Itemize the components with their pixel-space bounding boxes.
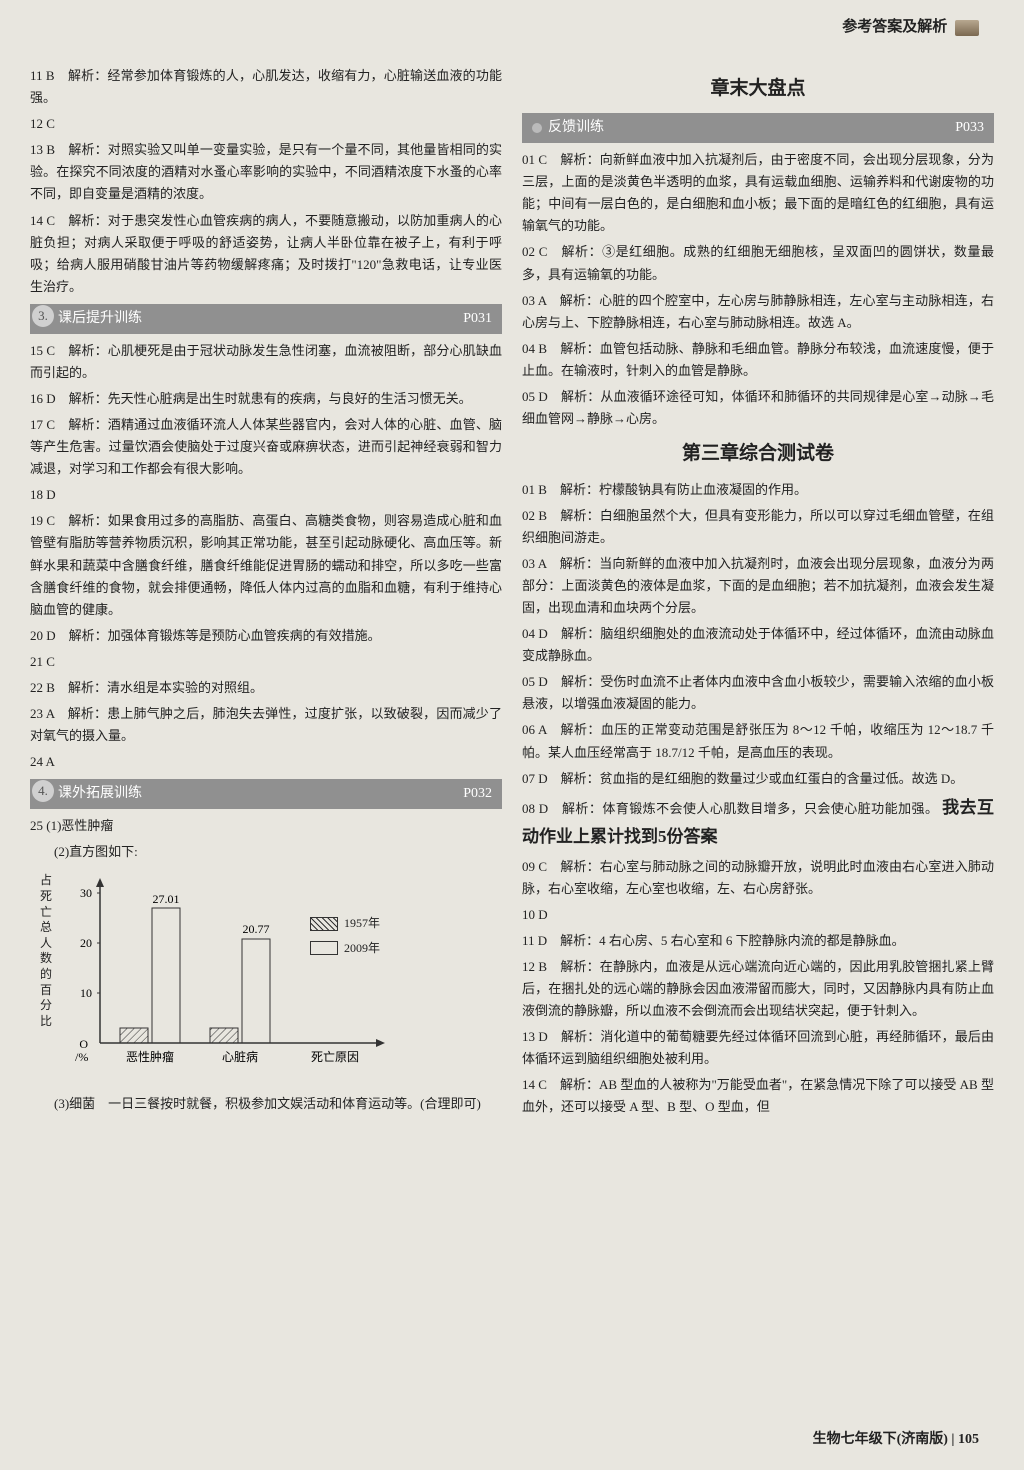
section-banner-4: 4. 课外拓展训练 P032	[30, 779, 502, 809]
book-icon	[955, 20, 979, 36]
answer-item: 01 C 解析：向新鲜血液中加入抗凝剂后，由于密度不同，会出现分层现象，分为三层…	[522, 149, 994, 237]
answer-item: 02 C 解析：③是红细胞。成熟的红细胞无细胞核，呈双面凹的圆饼状，数量最多，具…	[522, 241, 994, 285]
test-title: 第三章综合测试卷	[522, 438, 994, 470]
chart-svg: O 10 20 30 27.01 20.77	[70, 873, 410, 1083]
answer-item: 03 A 解析：当向新鲜的血液中加入抗凝剂时，血液会出现分层现象，血液分为两部分…	[522, 553, 994, 619]
section-page: P031	[463, 307, 492, 331]
answer-item: 08 D 解析：体育锻炼不会使人心肌数目增多，只会使心脏功能加强。 我去互动作业…	[522, 794, 994, 852]
svg-text:10: 10	[80, 986, 92, 1000]
header-title: 参考答案及解析	[842, 19, 947, 35]
answer-item: 13 B 解析：对照实验又叫单一变量实验，是只有一个量不同，其他量皆相同的实验。…	[30, 139, 502, 205]
answer-item: 23 A 解析：患上肺气肿之后，肺泡失去弹性，过度扩张，以致破裂，因而减少了对氧…	[30, 703, 502, 747]
answer-item: 18 D	[30, 484, 502, 506]
svg-text:27.01: 27.01	[153, 892, 180, 906]
answer-item: 17 C 解析：酒精通过血液循环流人人体某些器官内，会对人体的心脏、血管、脑等产…	[30, 414, 502, 480]
page-footer: 生物七年级下(济南版) | 105	[813, 1428, 979, 1452]
svg-text:心脏病: 心脏病	[222, 1049, 258, 1064]
answer-item: 03 A 解析：心脏的四个腔室中，左心房与肺静脉相连，左心室与主动脉相连，右心房…	[522, 290, 994, 334]
answer-sub: (2)直方图如下:	[30, 841, 502, 863]
right-column: 章末大盘点 反馈训练 P033 01 C 解析：向新鲜血液中加入抗凝剂后，由于密…	[522, 65, 994, 1123]
feedback-banner: 反馈训练 P033	[522, 113, 994, 143]
answer-item: 13 D 解析：消化道中的葡萄糖要先经过体循环回流到心脏，再经肺循环，最后由体循…	[522, 1026, 994, 1070]
bar-chart: 占死亡总人数的百分比 O 10 20 30	[60, 873, 420, 1083]
answer-item: 04 D 解析：脑组织细胞处的血液流动处于体循环中，经过体循环，血流由动脉血变成…	[522, 623, 994, 667]
legend-item: 1957年	[310, 913, 380, 933]
svg-text:30: 30	[80, 886, 92, 900]
answer-item: 02 B 解析：白细胞虽然个大，但具有变形能力，所以可以穿过毛细血管壁，在组织细…	[522, 505, 994, 549]
answer-item: 11 B 解析：经常参加体育锻炼的人，心肌发达，收缩有力，心脏输送血液的功能强。	[30, 65, 502, 109]
answer-item: 22 B 解析：清水组是本实验的对照组。	[30, 677, 502, 699]
answer-item: 15 C 解析：心肌梗死是由于冠状动脉发生急性闭塞，血流被阻断，部分心肌缺血而引…	[30, 340, 502, 384]
answer-item: 05 D 解析：受伤时血流不止者体内血液中含血小板较少，需要输入浓缩的血小板悬液…	[522, 671, 994, 715]
legend-item: 2009年	[310, 938, 380, 958]
svg-text:O: O	[79, 1037, 88, 1051]
dot-icon	[532, 123, 542, 133]
section-banner-3: 3. 课后提升训练 P031	[30, 304, 502, 334]
section-page: P032	[463, 782, 492, 806]
legend-swatch-hatch	[310, 917, 338, 931]
answer-item: 09 C 解析：右心室与肺动脉之间的动脉瓣开放，说明此时血液由右心室进入肺动脉，…	[522, 856, 994, 900]
answer-item: 01 B 解析：柠檬酸钠具有防止血液凝固的作用。	[522, 479, 994, 501]
section-title: 课外拓展训练	[58, 782, 142, 806]
answer-item: 11 D 解析：4 右心房、5 右心室和 6 下腔静脉内流的都是静脉血。	[522, 930, 994, 952]
answer-item: 14 C 解析：对于患突发性心血管疾病的病人，不要随意搬动，以防加重病人的心脏负…	[30, 210, 502, 298]
svg-text:20.77: 20.77	[243, 922, 270, 936]
svg-text:恶性肿瘤: 恶性肿瘤	[126, 1049, 174, 1064]
answer-item: 12 C	[30, 113, 502, 135]
answer-item: 21 C	[30, 651, 502, 673]
section-number: 4.	[32, 780, 54, 802]
svg-text:死亡原因: 死亡原因	[311, 1050, 359, 1064]
answer-item: 19 C 解析：如果食用过多的高脂肪、高蛋白、高糖类食物，则容易造成心脏和血管壁…	[30, 510, 502, 620]
answer-item: 05 D 解析：从血液循环途径可知，体循环和肺循环的共同规律是心室→动脉→毛细血…	[522, 386, 994, 430]
y-axis-label: 占死亡总人数的百分比	[40, 873, 56, 1029]
answer-item: 12 B 解析：在静脉内，血液是从远心端流向近心端的，因此用乳胶管捆扎紧上臂后，…	[522, 956, 994, 1022]
chapter-title: 章末大盘点	[522, 73, 994, 105]
answer-item: 06 A 解析：血压的正常变动范围是舒张压为 8～12 千帕，收缩压为 12～1…	[522, 719, 994, 763]
svg-text:20: 20	[80, 936, 92, 950]
left-column: 11 B 解析：经常参加体育锻炼的人，心肌发达，收缩有力，心脏输送血液的功能强。…	[30, 65, 502, 1123]
answer-sub: (3)细菌 一日三餐按时就餐，积极参加文娱活动和体育运动等。(合理即可)	[30, 1093, 502, 1115]
answer-item: 16 D 解析：先天性心脏病是出生时就患有的疾病，与良好的生活习惯无关。	[30, 388, 502, 410]
answer-item: 14 C 解析：AB 型血的人被称为"万能受血者"，在紧急情况下除了可以接受 A…	[522, 1074, 994, 1118]
answer-item: 20 D 解析：加强体育锻炼等是预防心血管疾病的有效措施。	[30, 625, 502, 647]
answer-item: 07 D 解析：贫血指的是红细胞的数量过少或血红蛋白的含量过低。故选 D。	[522, 768, 994, 790]
answer-item: 04 B 解析：血管包括动脉、静脉和毛细血管。静脉分布较浅，血流速度慢，便于止血…	[522, 338, 994, 382]
page-header: 参考答案及解析	[842, 15, 979, 41]
answer-item: 24 A	[30, 751, 502, 773]
section-number: 3.	[32, 305, 54, 327]
legend-swatch-blank	[310, 941, 338, 955]
svg-text:/%: /%	[75, 1050, 88, 1064]
answer-item: 25 (1)恶性肿瘤	[30, 815, 502, 837]
section-title: 课后提升训练	[58, 307, 142, 331]
content-columns: 11 B 解析：经常参加体育锻炼的人，心肌发达，收缩有力，心脏输送血液的功能强。…	[30, 65, 994, 1123]
answer-item: 10 D	[522, 904, 994, 926]
chart-legend: 1957年 2009年	[310, 913, 380, 962]
